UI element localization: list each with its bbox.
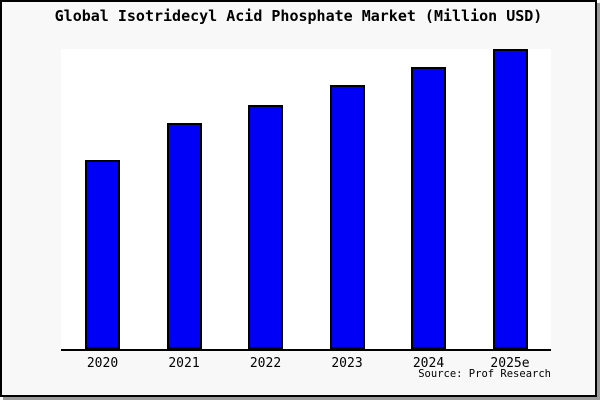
- bar-2021: [166, 122, 202, 349]
- bar-2024: [411, 67, 446, 349]
- x-tick-label-2021: 2021: [168, 356, 200, 371]
- source-note: Source: Prof Research: [418, 368, 551, 380]
- x-tick-label-2025e: 2025e: [490, 356, 530, 371]
- bar-2022: [248, 104, 283, 349]
- bar-2025e: [492, 49, 528, 349]
- plot-area: [61, 49, 551, 351]
- x-tick-label-2024: 2024: [412, 356, 445, 371]
- x-tick-label-2020: 2020: [86, 356, 119, 371]
- x-tick-label-2022: 2022: [249, 356, 282, 371]
- chart-title: Global Isotridecyl Acid Phosphate Market…: [54, 7, 543, 25]
- x-tick-label-2023: 2023: [331, 356, 363, 371]
- bar-2023: [329, 85, 365, 349]
- bar-2020: [85, 160, 120, 349]
